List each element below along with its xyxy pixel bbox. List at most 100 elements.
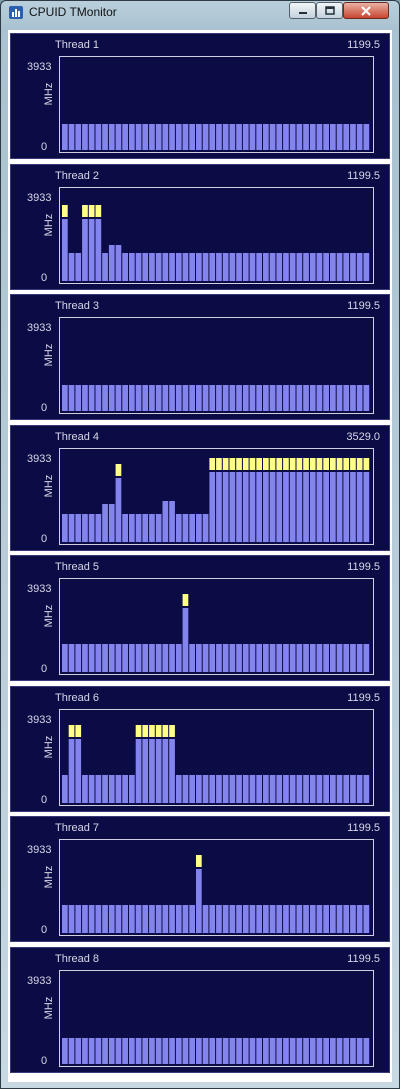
frequency-bar <box>122 774 128 803</box>
frequency-plot <box>59 56 374 153</box>
frequency-bar <box>202 774 209 803</box>
frequency-bar <box>303 644 309 672</box>
frequency-bar <box>242 774 249 803</box>
thread-panel-8: Thread 8 1199.5 3933 MHz 0 <box>10 946 390 1073</box>
close-button[interactable] <box>343 2 389 19</box>
y-axis-max-label: 3933 <box>27 452 52 465</box>
frequency-bar <box>202 385 209 411</box>
frequency-bar <box>256 124 262 150</box>
frequency-bar <box>95 774 102 803</box>
frequency-bar <box>95 1037 102 1064</box>
frequency-bar <box>296 774 303 803</box>
frequency-bar <box>356 252 363 281</box>
y-axis-min-label: 0 <box>41 924 48 936</box>
frequency-bar <box>189 774 195 803</box>
frequency-bars <box>62 124 370 150</box>
frequency-bar <box>256 1037 262 1064</box>
thread-current-frequency: 1199.5 <box>347 822 380 834</box>
frequency-bar <box>189 385 195 411</box>
title-bar[interactable]: CPUID TMonitor <box>1 1 399 23</box>
frequency-bar <box>242 905 249 933</box>
frequency-bar <box>276 774 283 803</box>
frequency-bar <box>169 738 175 803</box>
frequency-bar <box>256 385 262 411</box>
frequency-bar <box>363 905 370 933</box>
frequency-bar <box>323 1037 329 1064</box>
frequency-bars <box>62 457 370 542</box>
frequency-bar <box>263 644 269 672</box>
peak-marker <box>249 457 256 470</box>
frequency-bar <box>263 471 269 542</box>
frequency-bar <box>82 644 88 672</box>
frequency-bar <box>296 124 303 150</box>
y-axis-max-label: 3933 <box>27 974 52 987</box>
frequency-bar <box>323 471 329 542</box>
y-axis-unit-label: MHz <box>43 865 55 889</box>
frequency-bar <box>142 124 149 150</box>
frequency-bar <box>182 124 189 150</box>
frequency-bar <box>363 385 370 411</box>
peak-marker <box>269 457 276 470</box>
frequency-bar <box>330 471 336 542</box>
frequency-bars <box>62 204 370 281</box>
thread-current-frequency: 1199.5 <box>347 952 380 965</box>
frequency-bar <box>269 385 276 411</box>
thread-panel-7: Thread 7 1199.5 3933 MHz 0 <box>10 816 390 942</box>
peak-marker <box>303 457 309 470</box>
y-axis-unit-label: MHz <box>43 735 55 758</box>
peak-marker <box>350 457 356 470</box>
frequency-bar <box>102 1037 108 1064</box>
peak-marker <box>75 724 82 737</box>
frequency-bar <box>296 1037 303 1064</box>
frequency-bar <box>115 385 122 411</box>
frequency-bar <box>108 905 115 933</box>
frequency-bar <box>289 471 296 542</box>
frequency-bar <box>330 774 336 803</box>
frequency-bar <box>276 905 283 933</box>
frequency-bar <box>129 385 135 411</box>
frequency-bar <box>202 124 209 150</box>
frequency-bar <box>75 905 82 933</box>
frequency-bar <box>222 124 229 150</box>
frequency-bar <box>256 774 262 803</box>
frequency-bar <box>330 1037 336 1064</box>
frequency-bar <box>283 644 289 672</box>
frequency-bar <box>336 1037 343 1064</box>
frequency-bar <box>169 1037 175 1064</box>
maximize-button[interactable] <box>316 2 343 19</box>
frequency-bar <box>289 385 296 411</box>
frequency-bar <box>316 124 323 150</box>
frequency-bar <box>62 1037 68 1064</box>
frequency-bar <box>108 244 115 281</box>
frequency-bar <box>88 644 95 672</box>
frequency-bar <box>209 644 216 672</box>
frequency-bar <box>102 385 108 411</box>
frequency-bar <box>323 124 329 150</box>
y-axis-min-label: 0 <box>41 532 48 545</box>
frequency-bar <box>149 252 155 281</box>
frequency-bar <box>350 471 356 542</box>
frequency-bar <box>182 252 189 281</box>
frequency-bar <box>276 471 283 542</box>
frequency-bar <box>82 905 88 933</box>
frequency-bar <box>142 738 149 803</box>
frequency-bar <box>108 503 115 542</box>
frequency-bar <box>95 905 102 933</box>
frequency-bar <box>75 513 82 542</box>
frequency-bar <box>356 905 363 933</box>
frequency-plot <box>59 186 374 284</box>
frequency-bar <box>115 905 122 933</box>
frequency-bar <box>336 124 343 150</box>
minimize-button[interactable] <box>289 2 316 19</box>
frequency-bar <box>169 500 175 542</box>
frequency-bar <box>249 471 256 542</box>
peak-marker <box>263 457 269 470</box>
thread-panel-2: Thread 2 1199.5 3933 MHz 0 <box>10 163 390 290</box>
frequency-bar <box>189 124 195 150</box>
frequency-bar <box>209 905 216 933</box>
frequency-bar <box>115 124 122 150</box>
frequency-bar <box>196 513 202 542</box>
frequency-bar <box>242 644 249 672</box>
frequency-bar <box>196 124 202 150</box>
frequency-bar <box>155 738 162 803</box>
